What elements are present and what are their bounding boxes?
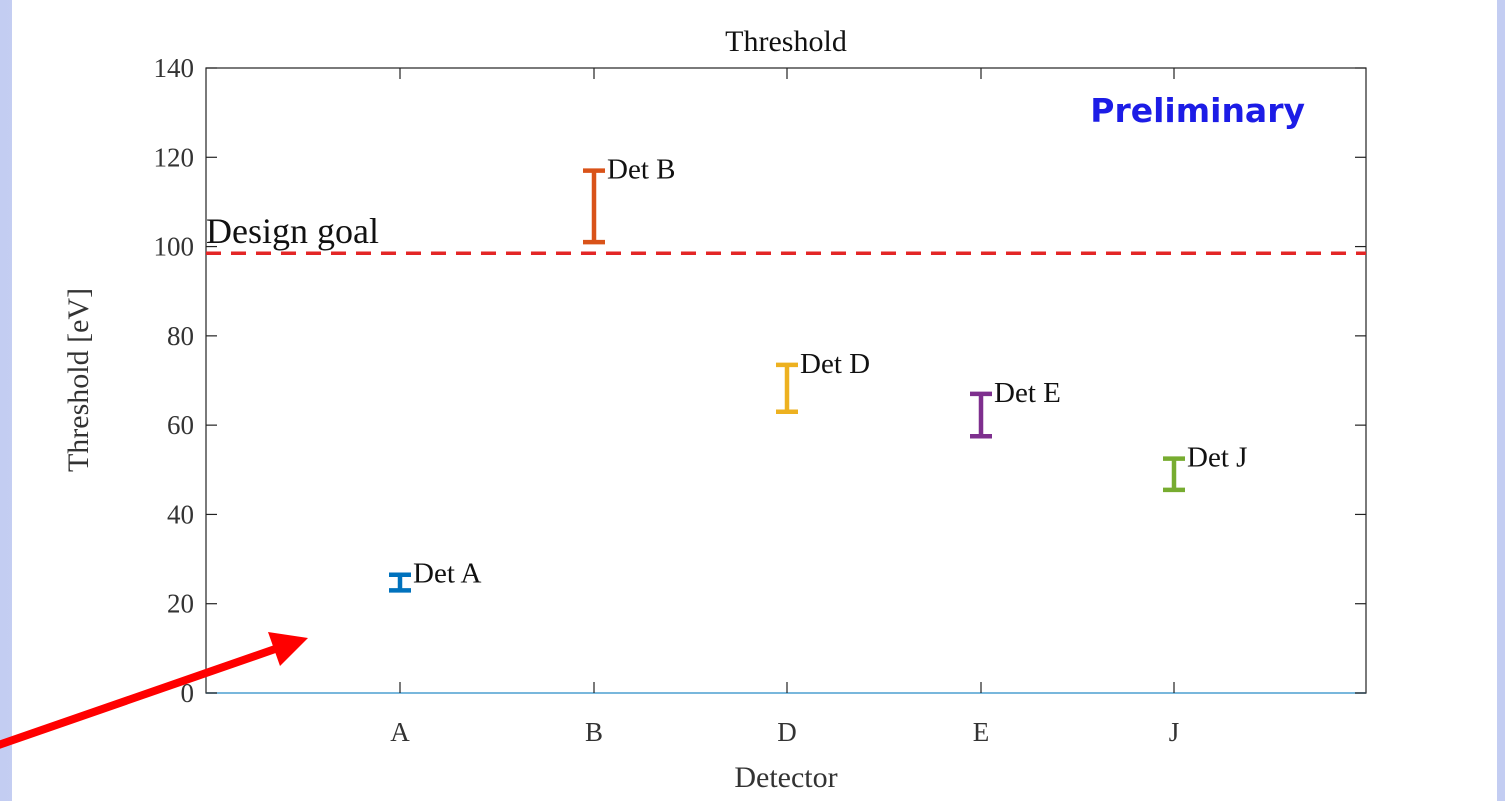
x-tick-label: E (973, 717, 990, 747)
x-tick-label: A (390, 717, 410, 747)
x-tick-label: D (777, 717, 797, 747)
x-axis-title: Detector (734, 761, 837, 794)
y-tick-label: 0 (181, 678, 195, 708)
point-label: Det J (1187, 442, 1247, 474)
figure-panel (12, 0, 1497, 801)
point-label: Det A (413, 558, 482, 590)
preliminary-annotation: Preliminary (1090, 91, 1305, 130)
y-tick-label: 40 (167, 499, 194, 529)
data-points: Det A Det B Det D Det E Det J (389, 154, 1247, 593)
point-label: Det B (607, 154, 675, 186)
y-tick-label: 20 (167, 589, 194, 619)
y-tick-label: 100 (154, 232, 195, 262)
x-tick-label: B (585, 717, 603, 747)
y-tick-label: 140 (154, 53, 195, 83)
chart-title: Threshold (725, 25, 847, 58)
errorbar-A: Det A (389, 558, 482, 593)
plot-area (205, 67, 1367, 694)
errorbar-J: Det J (1163, 442, 1247, 493)
y-axis: 0 20 40 60 80 100 120 140 (154, 53, 1366, 708)
red-arrow-icon (0, 632, 308, 749)
y-tick-label: 120 (154, 142, 195, 172)
y-tick-label: 60 (167, 410, 194, 440)
y-axis-title: Threshold [eV] (62, 288, 95, 472)
point-label: Det E (994, 377, 1061, 409)
errorbar-E: Det E (970, 377, 1061, 439)
point-label: Det D (800, 348, 870, 380)
errorbar-D: Det D (776, 348, 870, 414)
errorbar-B: Det B (583, 154, 675, 245)
y-tick-label: 80 (167, 321, 194, 351)
design-goal-label: Design goal (206, 211, 379, 251)
x-tick-label: J (1169, 717, 1180, 747)
